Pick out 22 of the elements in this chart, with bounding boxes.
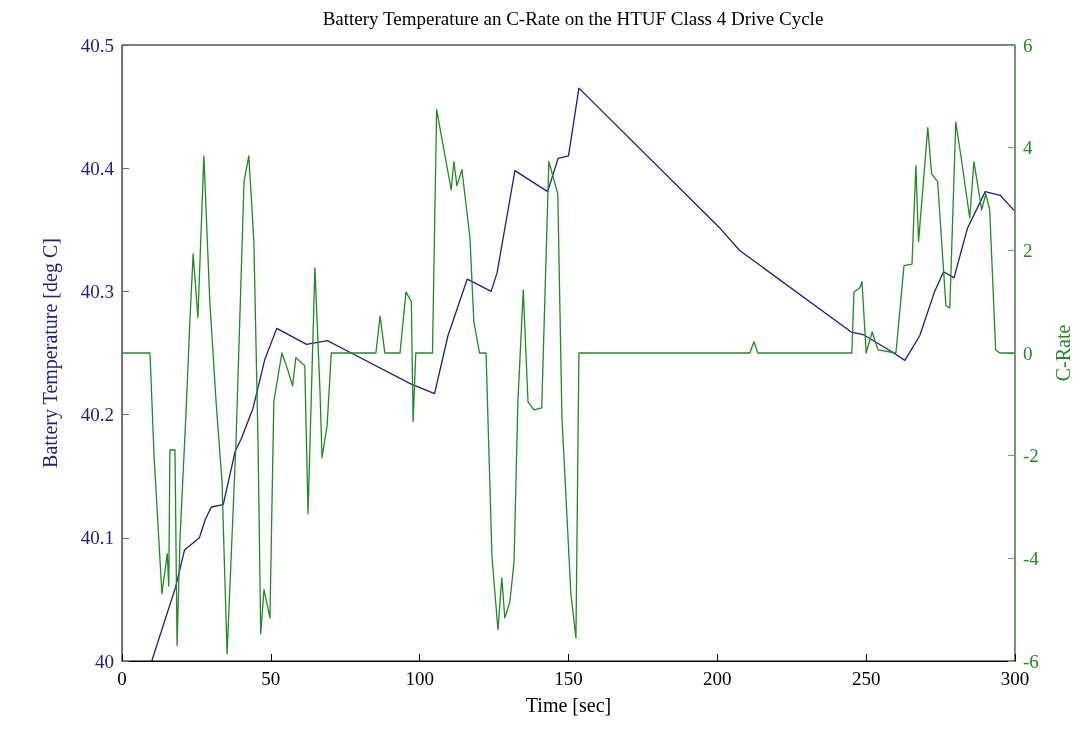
chart-title: Battery Temperature an C-Rate on the HTUF Class 4 Drive Cycle [322, 8, 824, 29]
y-tick-label: 40 [95, 650, 114, 672]
x-axis-title: Time [sec] [525, 694, 612, 716]
y-tick-label: 40.3 [80, 280, 114, 302]
y2-tick-label: -4 [1023, 547, 1040, 569]
x-tick-label: 150 [554, 668, 583, 689]
x-tick-label: 250 [851, 668, 881, 689]
y-axis-title: Battery Temperature [deg C] [39, 238, 62, 468]
y2-tick-label: 4 [1023, 137, 1033, 159]
x-tick-label: 50 [261, 668, 281, 689]
y-tick-label: 40.4 [80, 157, 115, 179]
y-tick-label: 40.1 [80, 527, 114, 549]
y2-axis-title: C-Rate [1052, 324, 1074, 382]
y-tick-label: 40.5 [80, 34, 114, 56]
y2-tick-label: -2 [1023, 445, 1039, 467]
y2-tick-label: 2 [1023, 239, 1033, 261]
y2-tick-label: 6 [1023, 34, 1033, 56]
y2-tick-label: 0 [1023, 342, 1033, 364]
x-tick-label: 100 [405, 668, 434, 689]
x-tick-label: 0 [117, 668, 127, 689]
x-tick-label: 200 [703, 668, 732, 689]
y-tick-label: 40.2 [80, 404, 114, 426]
